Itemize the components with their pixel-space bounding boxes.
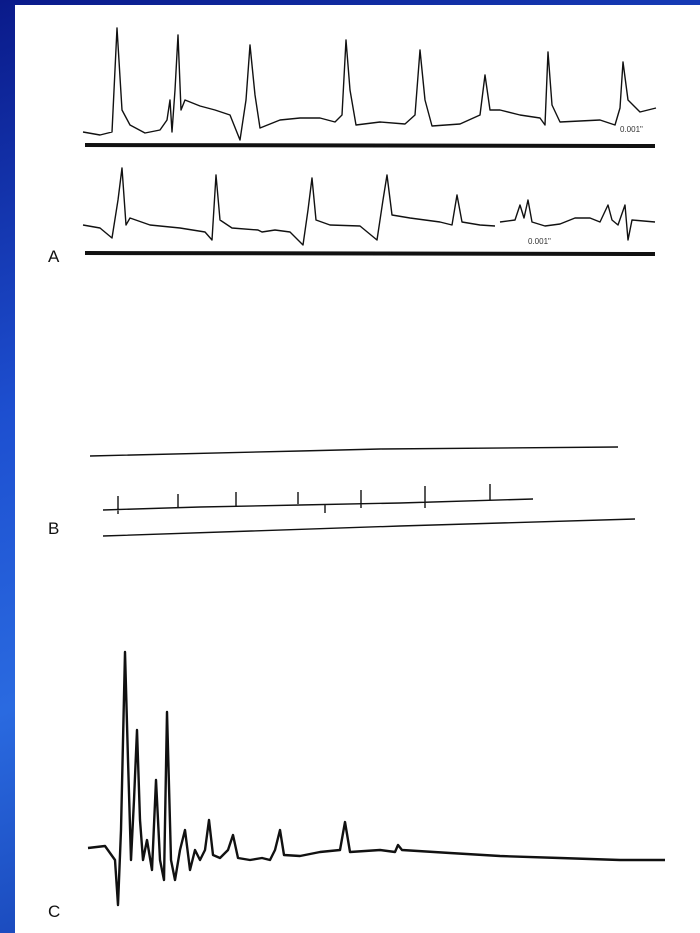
- baseline-bar: [85, 145, 655, 146]
- ecg-figure: 0.001" 0.001" A B C: [0, 0, 700, 933]
- panel-label: A: [48, 247, 60, 266]
- page: 0.001" 0.001" A B C (() => { const data …: [0, 0, 700, 933]
- panel-label: B: [48, 519, 59, 538]
- ecg-trace: [83, 28, 656, 140]
- annotation: 0.001": [620, 125, 643, 134]
- ecg-trace: [88, 652, 665, 905]
- ecg-trace: [83, 168, 655, 245]
- annotation: 0.001": [528, 237, 551, 246]
- tick-trace: [103, 484, 533, 514]
- flat-trace: [90, 447, 618, 456]
- panel-label: C: [48, 902, 60, 921]
- baseline-bar: [85, 253, 655, 254]
- flat-trace: [103, 519, 635, 536]
